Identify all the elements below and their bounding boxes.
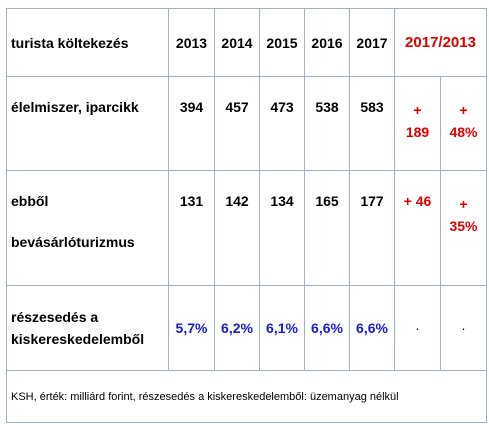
cell: 165 — [304, 170, 350, 286]
header-cell: 2017 — [349, 8, 395, 77]
row-label: részesedés a kiskereskedelemből — [6, 285, 169, 371]
footnote-row: KSH, érték: milliárd forint, részesedés … — [6, 370, 487, 423]
cell: 457 — [214, 76, 260, 171]
cell: 583 — [349, 76, 395, 171]
cell: 6,2% — [214, 285, 260, 371]
table-row: élelmiszer, iparcikk 394 457 473 538 583… — [6, 76, 487, 171]
header-cell: turista költekezés — [6, 8, 169, 77]
table-row: részesedés a kiskereskedelemből 5,7% 6,2… — [6, 285, 487, 371]
cell: 142 — [214, 170, 260, 286]
cell: + 35% — [440, 170, 487, 286]
cell: 6,1% — [259, 285, 305, 371]
cell-text: + 48% — [449, 102, 478, 140]
cell: + 48% — [440, 76, 487, 171]
header-cell: 2014 — [214, 8, 260, 77]
footnote: KSH, érték: milliárd forint, részesedés … — [6, 370, 487, 423]
cell: 5,7% — [168, 285, 215, 371]
data-table: turista költekezés 2013 2014 2015 2016 2… — [6, 8, 487, 423]
row-label: ebből bevásárlóturizmus — [6, 170, 169, 286]
header-cell: 2016 — [304, 8, 350, 77]
cell: 177 — [349, 170, 395, 286]
cell: 473 — [259, 76, 305, 171]
row-label-line: ebből — [11, 193, 49, 209]
row-label-line: bevásárlóturizmus — [11, 234, 135, 250]
header-cell: 2013 — [168, 8, 215, 77]
cell: · — [440, 285, 487, 371]
cell-text: + 189 — [405, 102, 430, 140]
table-row: ebből bevásárlóturizmus 131 142 134 165 … — [6, 170, 487, 286]
cell: 394 — [168, 76, 215, 171]
header-row: turista költekezés 2013 2014 2015 2016 2… — [6, 8, 487, 77]
header-cell: 2017/2013 — [394, 8, 487, 77]
cell: 6,6% — [304, 285, 350, 371]
cell: + 189 — [394, 76, 441, 171]
cell: · — [394, 285, 441, 371]
row-label: élelmiszer, iparcikk — [6, 76, 169, 171]
cell: 6,6% — [349, 285, 395, 371]
cell: + 46 — [394, 170, 441, 286]
cell: 131 — [168, 170, 215, 286]
cell-text: + 35% — [449, 196, 478, 234]
cell: 538 — [304, 76, 350, 171]
cell: 134 — [259, 170, 305, 286]
header-cell: 2015 — [259, 8, 305, 77]
